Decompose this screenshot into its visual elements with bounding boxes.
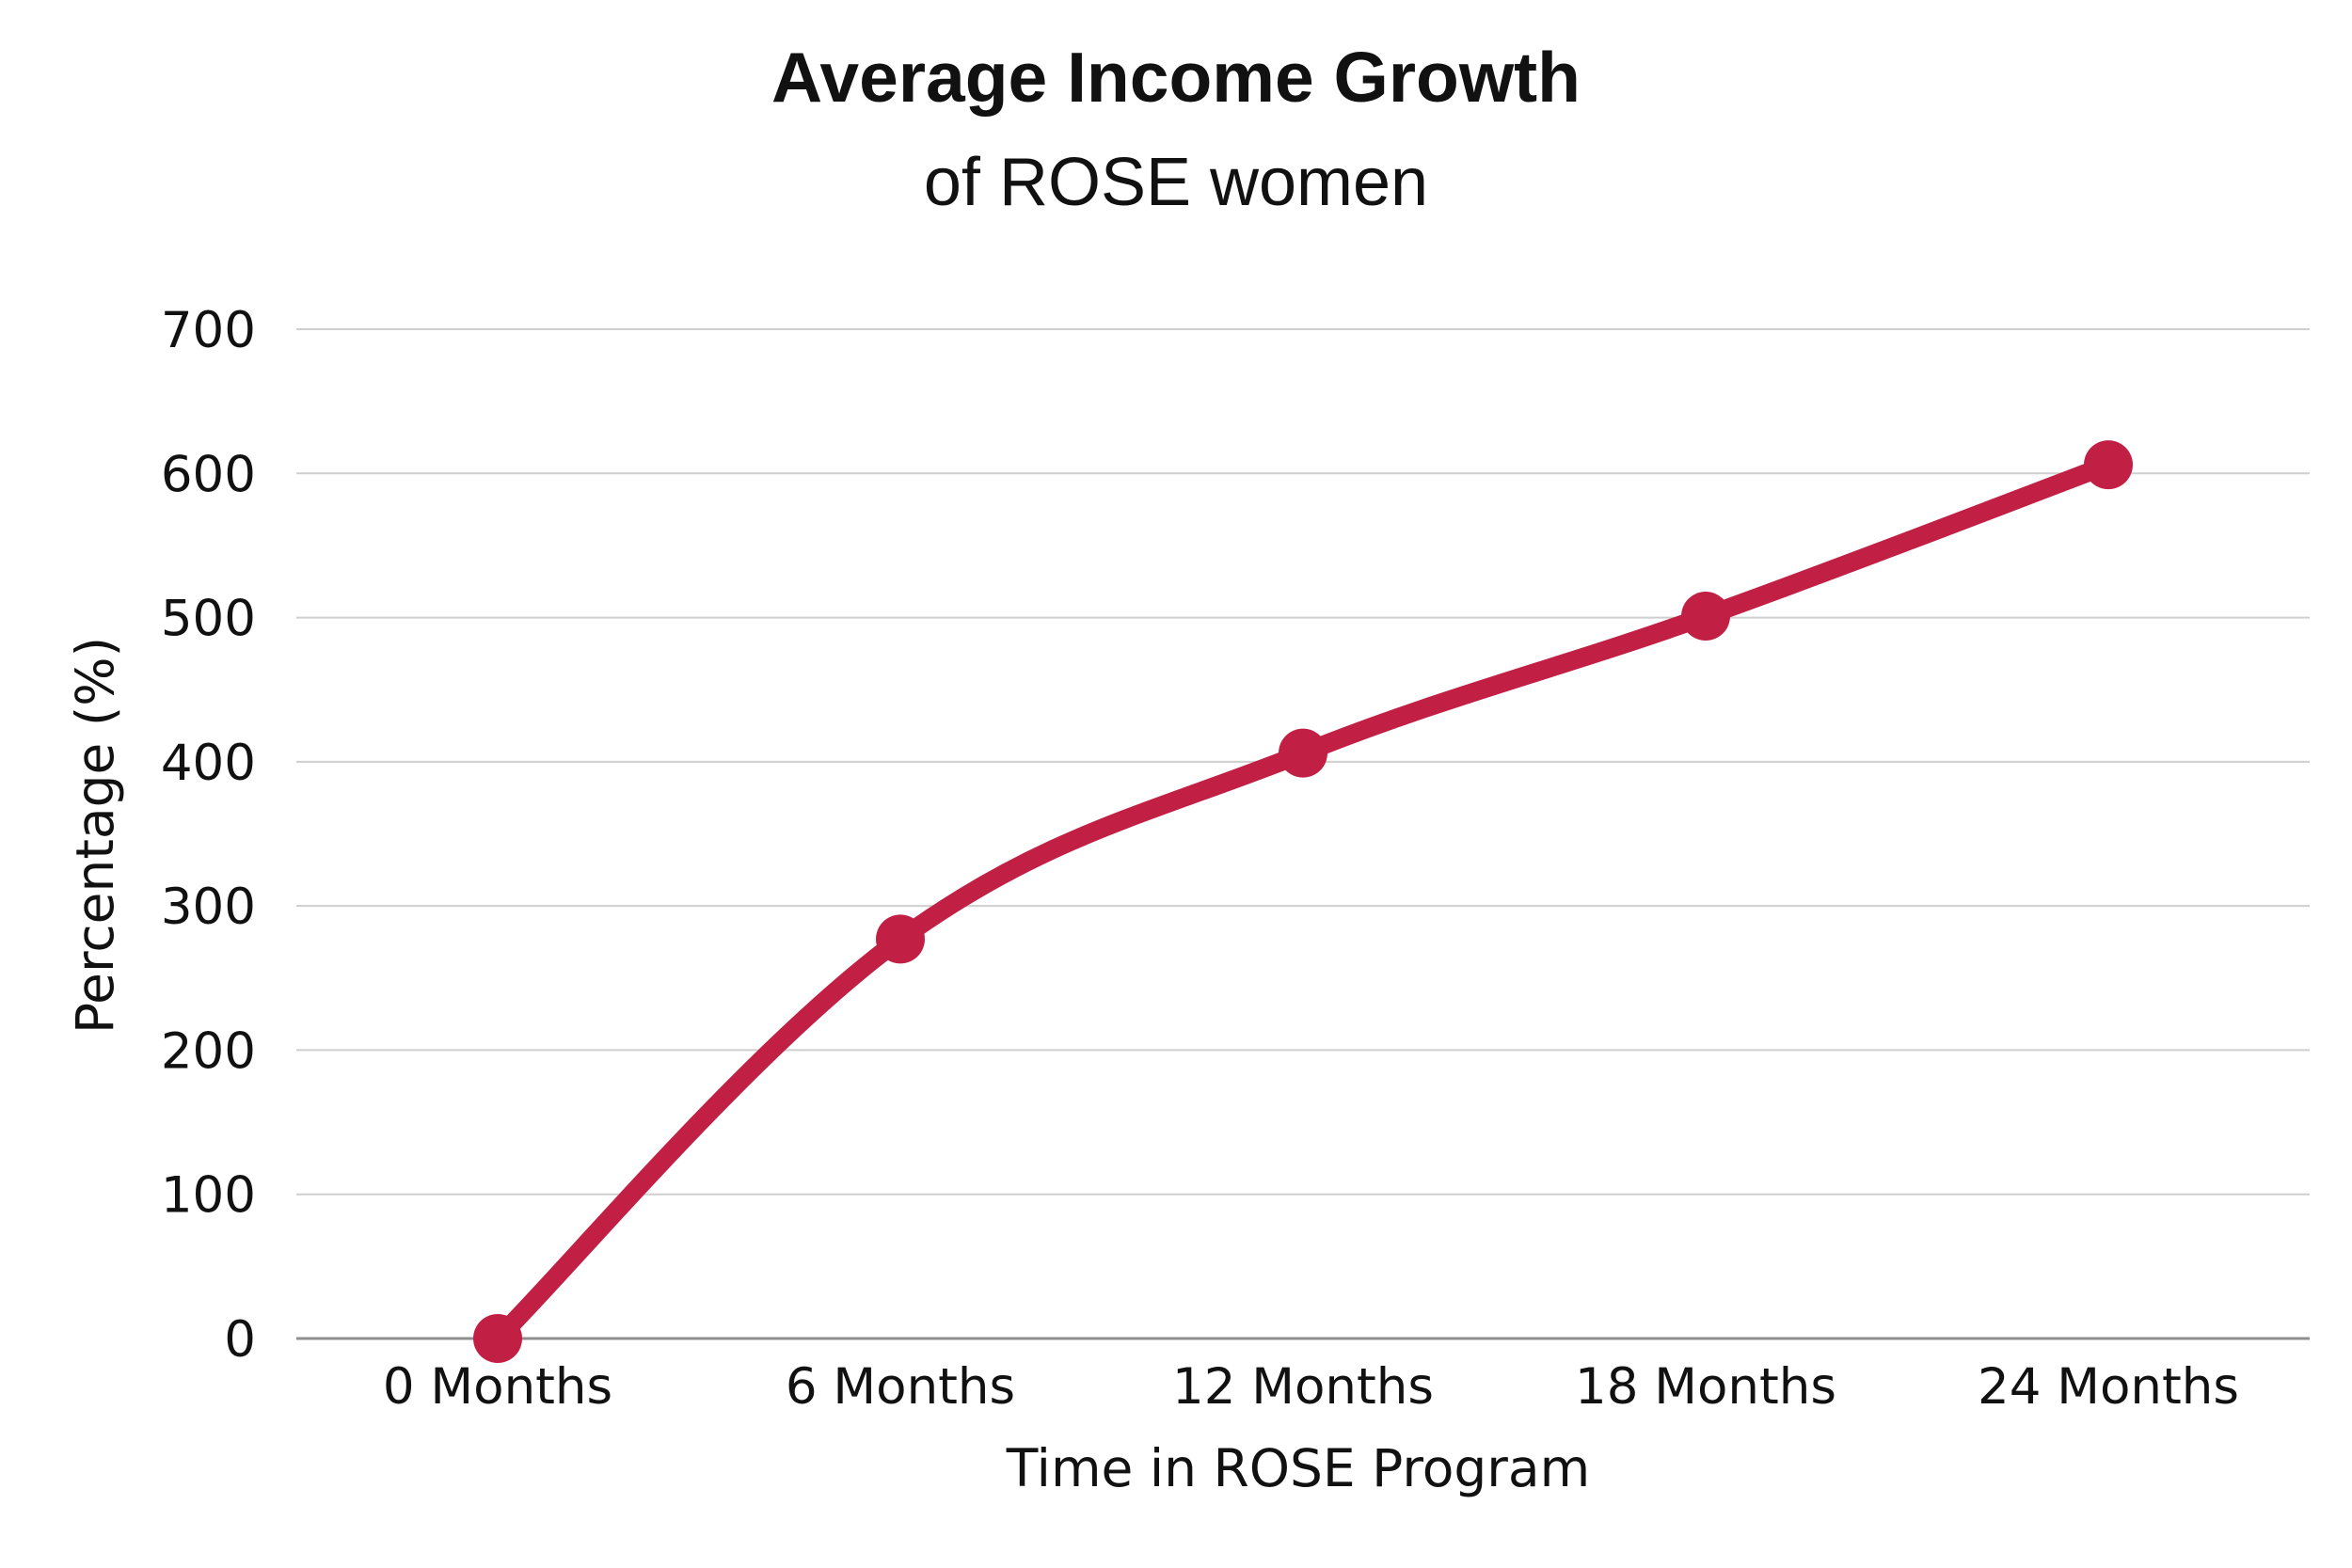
data-points-layer <box>473 440 2133 1363</box>
y-tick-label-300: 300 <box>161 879 256 936</box>
y-tick-label-0: 0 <box>224 1311 256 1369</box>
chart-subtitle: of ROSE women <box>924 145 1428 220</box>
series-line <box>488 455 2118 1348</box>
data-point-3 <box>1681 592 1730 641</box>
y-tick-label-500: 500 <box>161 591 256 648</box>
x-tick-label-1: 6 Months <box>786 1358 1015 1416</box>
data-point-1 <box>876 914 925 964</box>
y-tick-label-700: 700 <box>161 302 256 359</box>
title-layer: Average Income Growth of ROSE women <box>771 38 1581 220</box>
y-tick-label-200: 200 <box>161 1022 256 1080</box>
x-tick-label-0: 0 Months <box>383 1358 612 1416</box>
x-axis-title: Time in ROSE Program <box>1006 1438 1590 1498</box>
data-point-2 <box>1279 728 1327 778</box>
x-axis: 0 Months 6 Months 12 Months 18 Months 24 Mon… <box>383 1358 2239 1416</box>
y-tick-label-600: 600 <box>161 446 256 503</box>
x-tick-label-4: 24 Months <box>1978 1358 2239 1416</box>
y-tick-label-400: 400 <box>161 735 256 792</box>
chart-title: Average Income Growth <box>771 38 1581 117</box>
grid-layer <box>296 328 2310 1340</box>
y-axis-title: Percentage (%) <box>65 637 125 1034</box>
x-tick-label-2: 12 Months <box>1172 1358 1434 1416</box>
series-layer <box>488 455 2118 1348</box>
data-point-0 <box>473 1314 522 1363</box>
y-tick-label-100: 100 <box>161 1167 256 1225</box>
y-axis: 0 100 200 300 400 500 600 700 <box>161 302 256 1369</box>
data-point-4 <box>2084 440 2133 490</box>
x-tick-label-3: 18 Months <box>1575 1358 1836 1416</box>
